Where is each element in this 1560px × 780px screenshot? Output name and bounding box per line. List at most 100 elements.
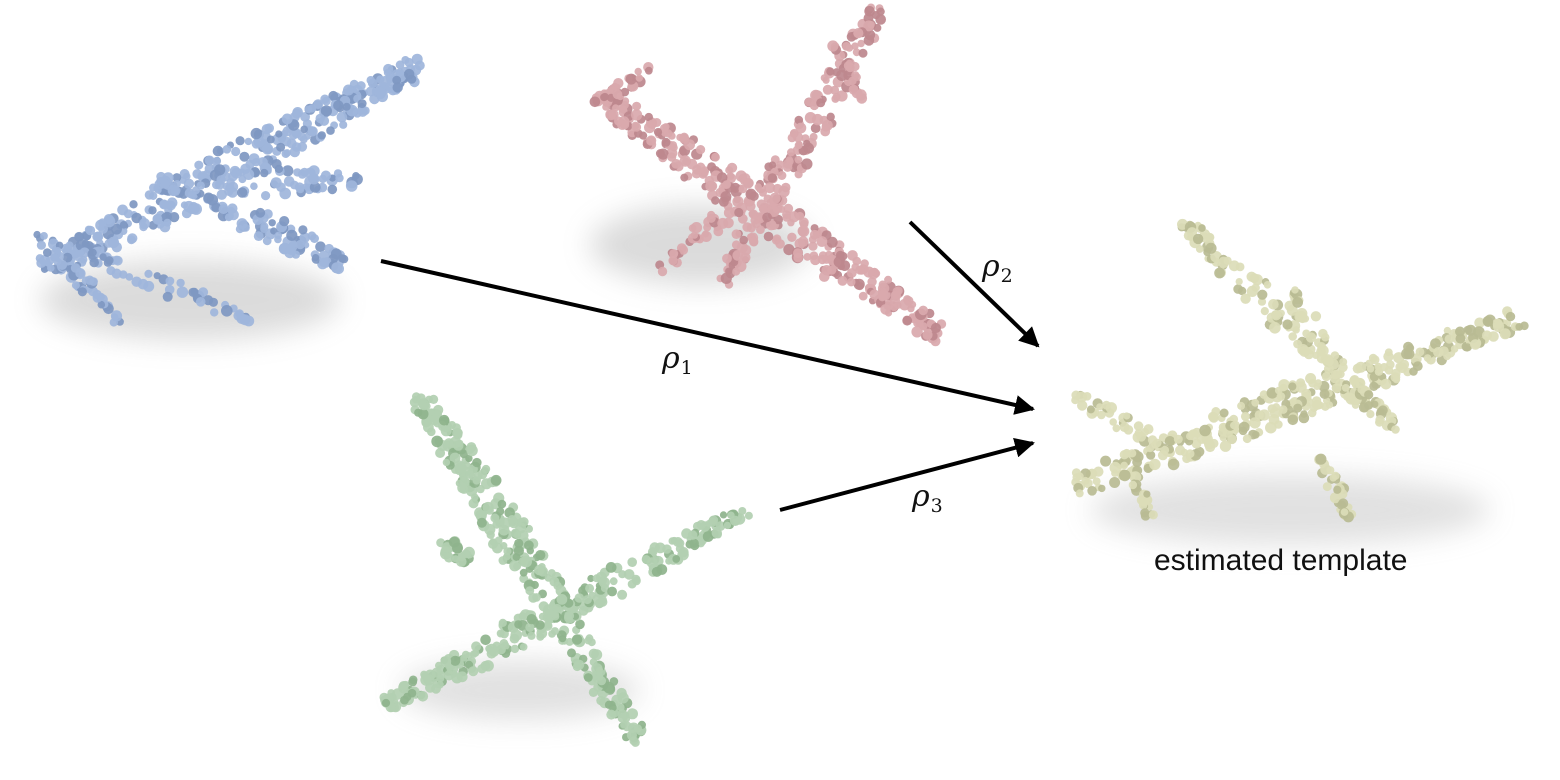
blue-point: [97, 300, 106, 309]
blue-point: [98, 223, 108, 234]
pink-point: [795, 211, 805, 221]
template-point: [1112, 424, 1121, 433]
blue-point: [357, 106, 368, 117]
blue-point: [309, 181, 321, 193]
template-point: [1192, 233, 1204, 245]
blue-point: [198, 287, 209, 298]
pink-point: [826, 112, 835, 122]
green-point: [565, 637, 574, 646]
pink-point: [743, 178, 754, 188]
blue-point: [274, 164, 284, 174]
blue-point: [56, 259, 68, 270]
green-point: [544, 574, 552, 582]
pink-point: [864, 6, 875, 17]
green-point: [534, 564, 545, 576]
pink-point: [679, 132, 689, 142]
blue-point: [295, 239, 305, 250]
green-point: [471, 641, 482, 652]
blue-point: [180, 201, 188, 209]
template-point: [1499, 328, 1511, 340]
blue-point: [139, 218, 150, 230]
pink-point: [847, 250, 858, 261]
blue-point: [110, 310, 123, 322]
template-point: [1235, 278, 1243, 286]
blue-point: [149, 191, 158, 200]
blue-point: [104, 239, 113, 248]
blue-point: [324, 243, 334, 254]
blue-point: [237, 187, 248, 198]
pink-point: [793, 248, 803, 258]
template-point: [1315, 453, 1327, 465]
pink-point: [922, 329, 933, 340]
pink-point: [860, 259, 869, 268]
green-point: [723, 521, 732, 530]
blue-point: [103, 258, 113, 267]
blue-point: [339, 254, 349, 264]
template-point: [1242, 434, 1252, 444]
template-point: [1199, 424, 1211, 437]
pink-point: [680, 173, 689, 182]
template-point: [1320, 463, 1332, 475]
template-point: [1366, 410, 1375, 419]
pink-point: [809, 229, 820, 240]
blue-point: [395, 60, 405, 70]
green-point: [466, 444, 478, 457]
pink-point: [833, 256, 845, 268]
template-point: [1505, 311, 1516, 322]
blue-point: [291, 108, 302, 119]
pink-point: [720, 272, 732, 284]
template-point: [1219, 440, 1232, 452]
blue-point: [210, 308, 219, 317]
blue-point: [36, 258, 47, 268]
green-point: [440, 425, 452, 437]
pink-point: [732, 196, 744, 208]
blue-point: [176, 286, 189, 298]
green-point: [528, 593, 539, 603]
template-point: [1147, 435, 1158, 445]
blue-point: [183, 178, 195, 189]
blue-point: [131, 212, 142, 224]
green-point: [398, 681, 409, 691]
green-point: [482, 501, 494, 514]
template-point: [1415, 347, 1425, 357]
blue-point: [129, 200, 138, 209]
template-point: [1140, 427, 1150, 437]
template-point: [1330, 351, 1340, 360]
blue-point: [279, 216, 290, 227]
template-point: [1443, 326, 1452, 335]
blue-point: [33, 230, 41, 239]
pink-point: [602, 103, 610, 111]
pink-point: [690, 222, 703, 234]
green-airplane-point-cloud: [379, 392, 753, 747]
pink-point: [855, 89, 867, 101]
pink-point: [759, 204, 768, 214]
blue-point: [212, 145, 224, 157]
blue-point: [264, 123, 275, 133]
pink-point: [913, 319, 922, 328]
template-point: [1515, 323, 1524, 331]
pink-point: [867, 21, 875, 29]
pink-point: [612, 89, 623, 100]
template-point: [1123, 412, 1131, 420]
blue-point: [284, 246, 296, 259]
template-point: [1133, 421, 1144, 431]
pink-point: [711, 152, 720, 162]
template-point: [1292, 297, 1303, 308]
pink-point: [891, 290, 901, 300]
pink-point: [794, 170, 803, 179]
template-point: [1322, 355, 1334, 368]
blue-point: [74, 231, 84, 242]
blue-point: [244, 137, 253, 146]
green-point: [627, 708, 638, 720]
green-point: [438, 414, 450, 426]
template-point: [1128, 449, 1137, 458]
pink-point: [869, 289, 880, 300]
blue-point: [54, 247, 62, 255]
green-point: [623, 569, 635, 580]
blue-point: [190, 203, 202, 215]
template-point: [1291, 286, 1299, 294]
template-point: [1086, 405, 1095, 414]
blue-point: [76, 249, 85, 257]
blue-point: [194, 160, 204, 170]
pink-point: [787, 148, 796, 157]
